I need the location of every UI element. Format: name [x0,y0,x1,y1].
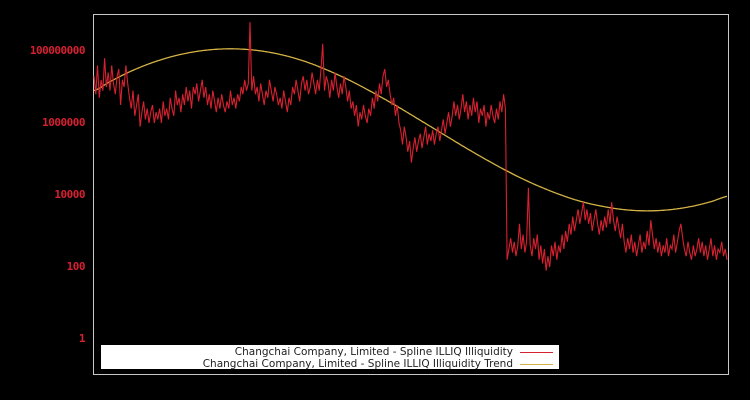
legend: Changchai Company, Limited - Spline ILLI… [101,345,559,370]
ytick-label: 100 [66,260,86,273]
ytick-label: 1 [78,332,86,345]
legend-label-series: Changchai Company, Limited - Spline ILLI… [234,346,513,358]
trend-line [93,48,728,212]
ytick-label: 1000000 [42,116,85,129]
ytick-label: 100000000 [29,44,86,57]
plot-frame [93,14,729,375]
legend-label-trend: Changchai Company, Limited - Spline ILLI… [202,358,513,370]
legend-swatch-series [520,352,553,353]
legend-swatch-trend [520,364,553,365]
ytick-label: 10000 [54,188,85,201]
illiquidity-line [93,22,728,271]
